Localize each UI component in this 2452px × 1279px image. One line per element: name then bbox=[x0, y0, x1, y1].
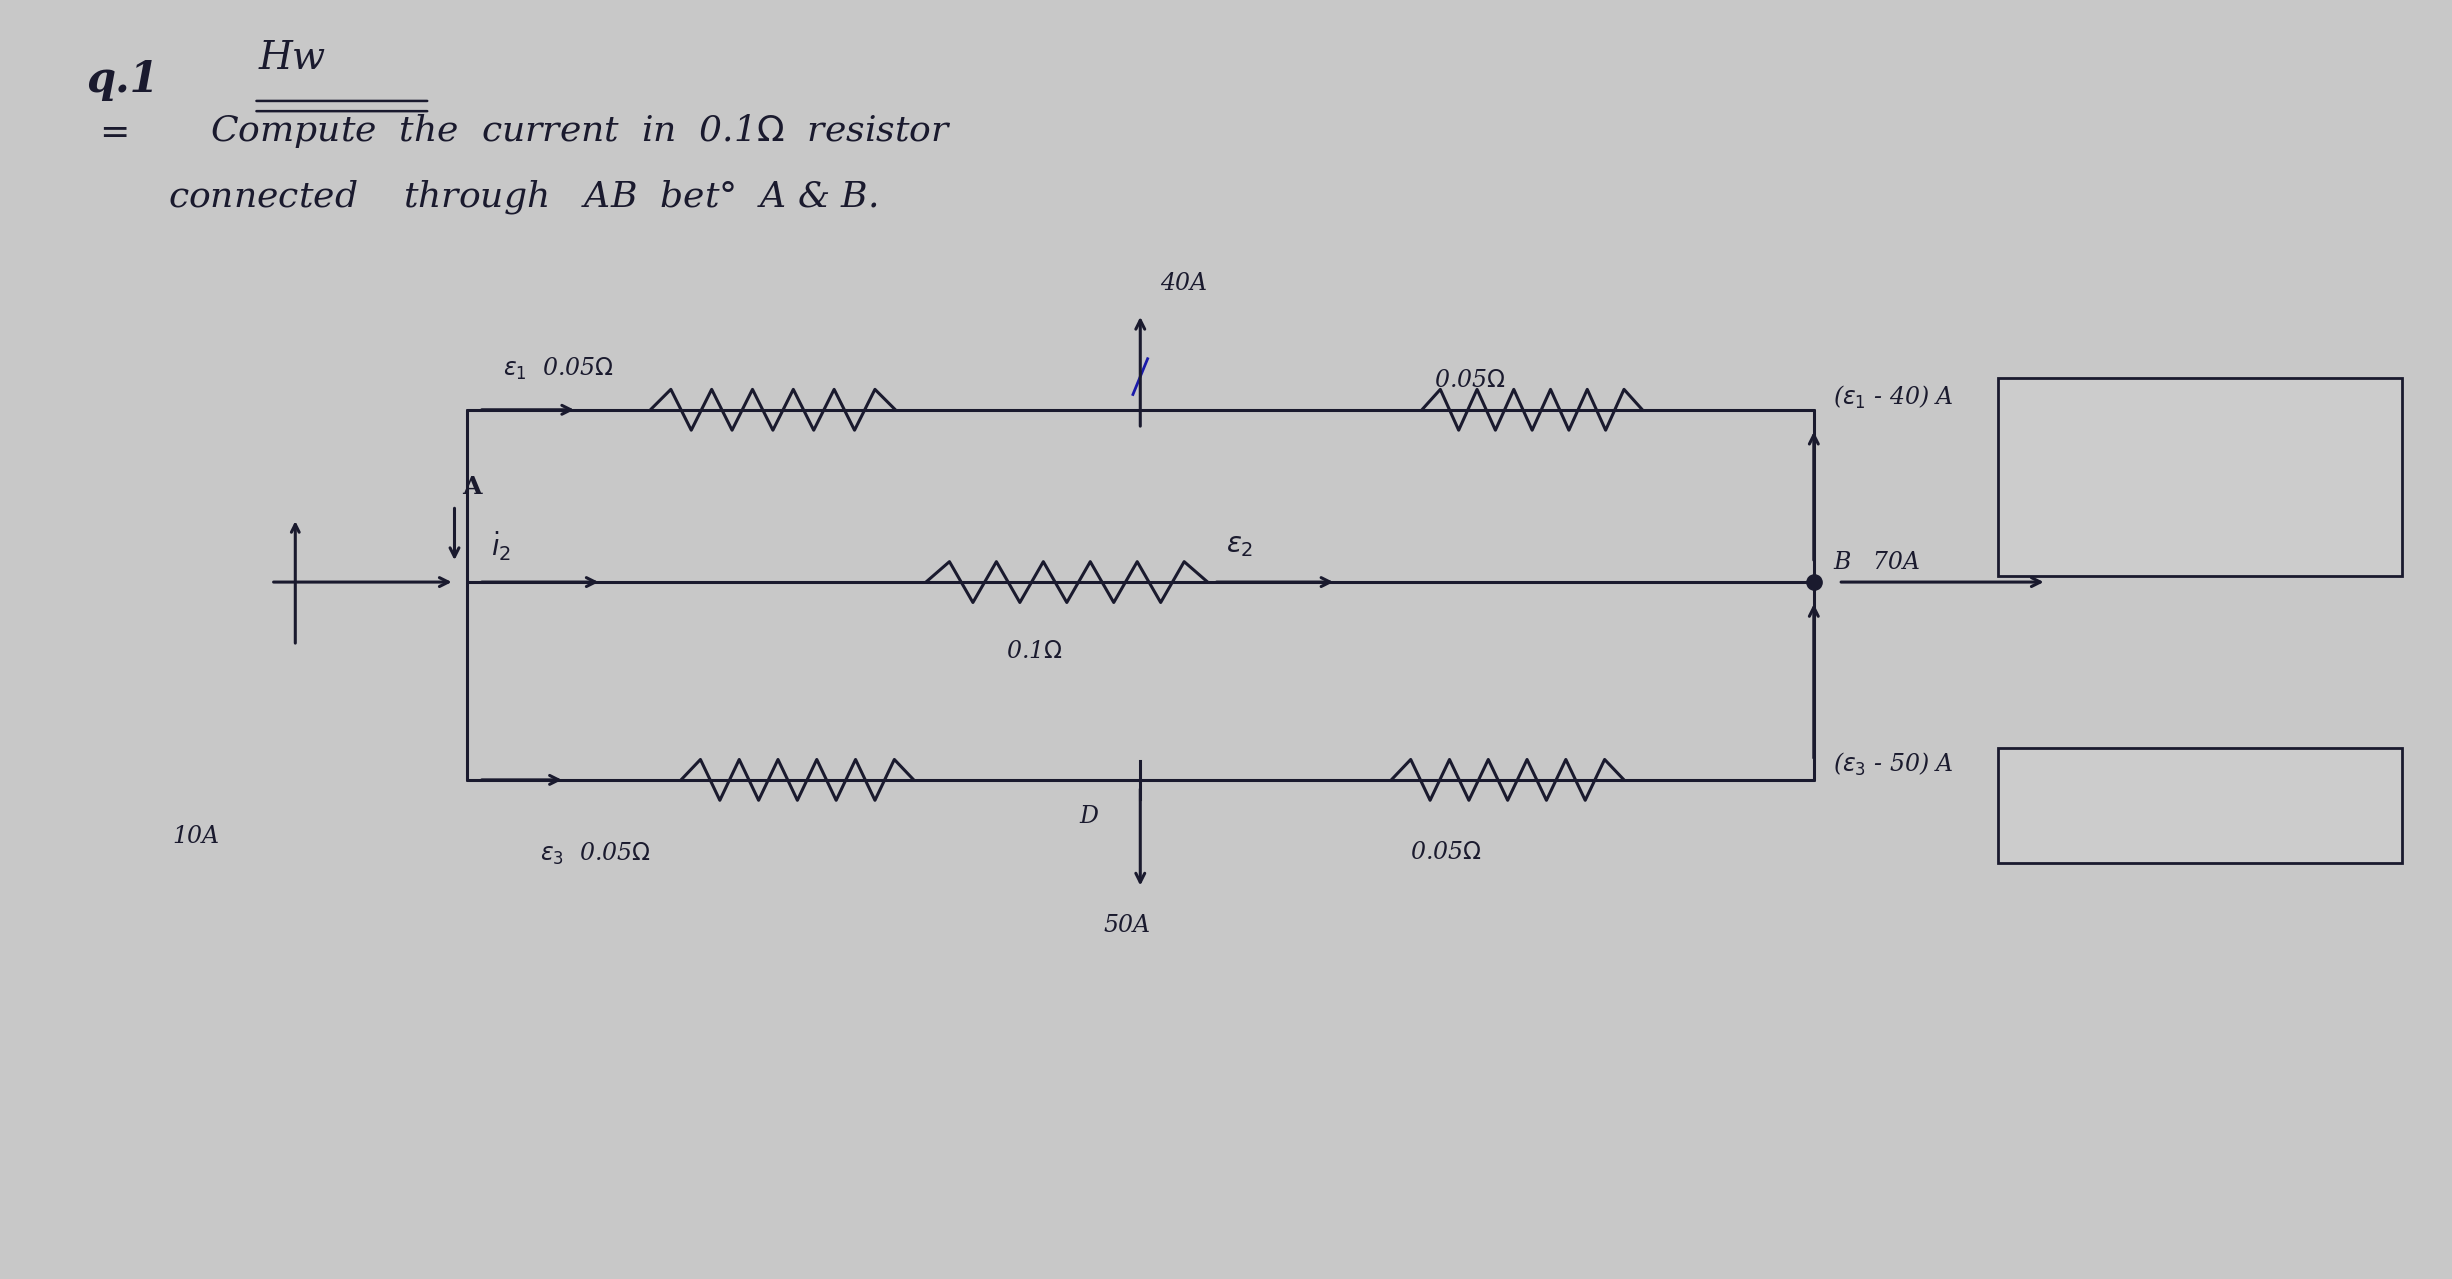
Text: Hint App: Hint App bbox=[2148, 390, 2251, 413]
Text: Anst  35.91: Anst 35.91 bbox=[2128, 761, 2273, 784]
Text: 0.1$\Omega$: 0.1$\Omega$ bbox=[1005, 640, 1062, 663]
Text: A: A bbox=[461, 475, 481, 499]
Text: 10A: 10A bbox=[172, 825, 221, 848]
Text: 0.05$\Omega$: 0.05$\Omega$ bbox=[1410, 842, 1481, 865]
FancyBboxPatch shape bbox=[1998, 377, 2401, 576]
Text: $\varepsilon_1$  0.05$\Omega$: $\varepsilon_1$ 0.05$\Omega$ bbox=[503, 356, 613, 382]
Text: q.1: q.1 bbox=[88, 59, 159, 101]
Text: ($\varepsilon_1$ - 40) A: ($\varepsilon_1$ - 40) A bbox=[1834, 384, 1954, 411]
Text: $\dot{\imath}_2$: $\dot{\imath}_2$ bbox=[490, 530, 512, 563]
Text: $\varepsilon_3$  0.05$\Omega$: $\varepsilon_3$ 0.05$\Omega$ bbox=[539, 842, 650, 867]
Text: connected    through   AB  bet$\degree$  A & B.: connected through AB bet$\degree$ A & B. bbox=[167, 178, 878, 215]
Text: D: D bbox=[1079, 806, 1098, 829]
Text: A: A bbox=[2060, 385, 2079, 409]
Text: 50A: 50A bbox=[1103, 914, 1150, 938]
Text: kcl at: kcl at bbox=[2168, 448, 2231, 471]
Text: $\varepsilon_2$: $\varepsilon_2$ bbox=[1226, 532, 1253, 559]
Text: 40A: 40A bbox=[1160, 272, 1206, 295]
Text: Hw: Hw bbox=[257, 40, 326, 77]
Text: 'B': 'B' bbox=[2185, 505, 2214, 527]
Text: Compute  the  current  in  0.1$\Omega$  resistor: Compute the current in 0.1$\Omega$ resis… bbox=[208, 113, 951, 151]
Text: ($\varepsilon_3$ - 50) A: ($\varepsilon_3$ - 50) A bbox=[1834, 751, 1954, 778]
Text: =: = bbox=[101, 116, 130, 150]
Text: B   70A: B 70A bbox=[1834, 551, 1920, 574]
Text: 0.05$\Omega$: 0.05$\Omega$ bbox=[1434, 368, 1506, 391]
FancyBboxPatch shape bbox=[1998, 748, 2401, 863]
